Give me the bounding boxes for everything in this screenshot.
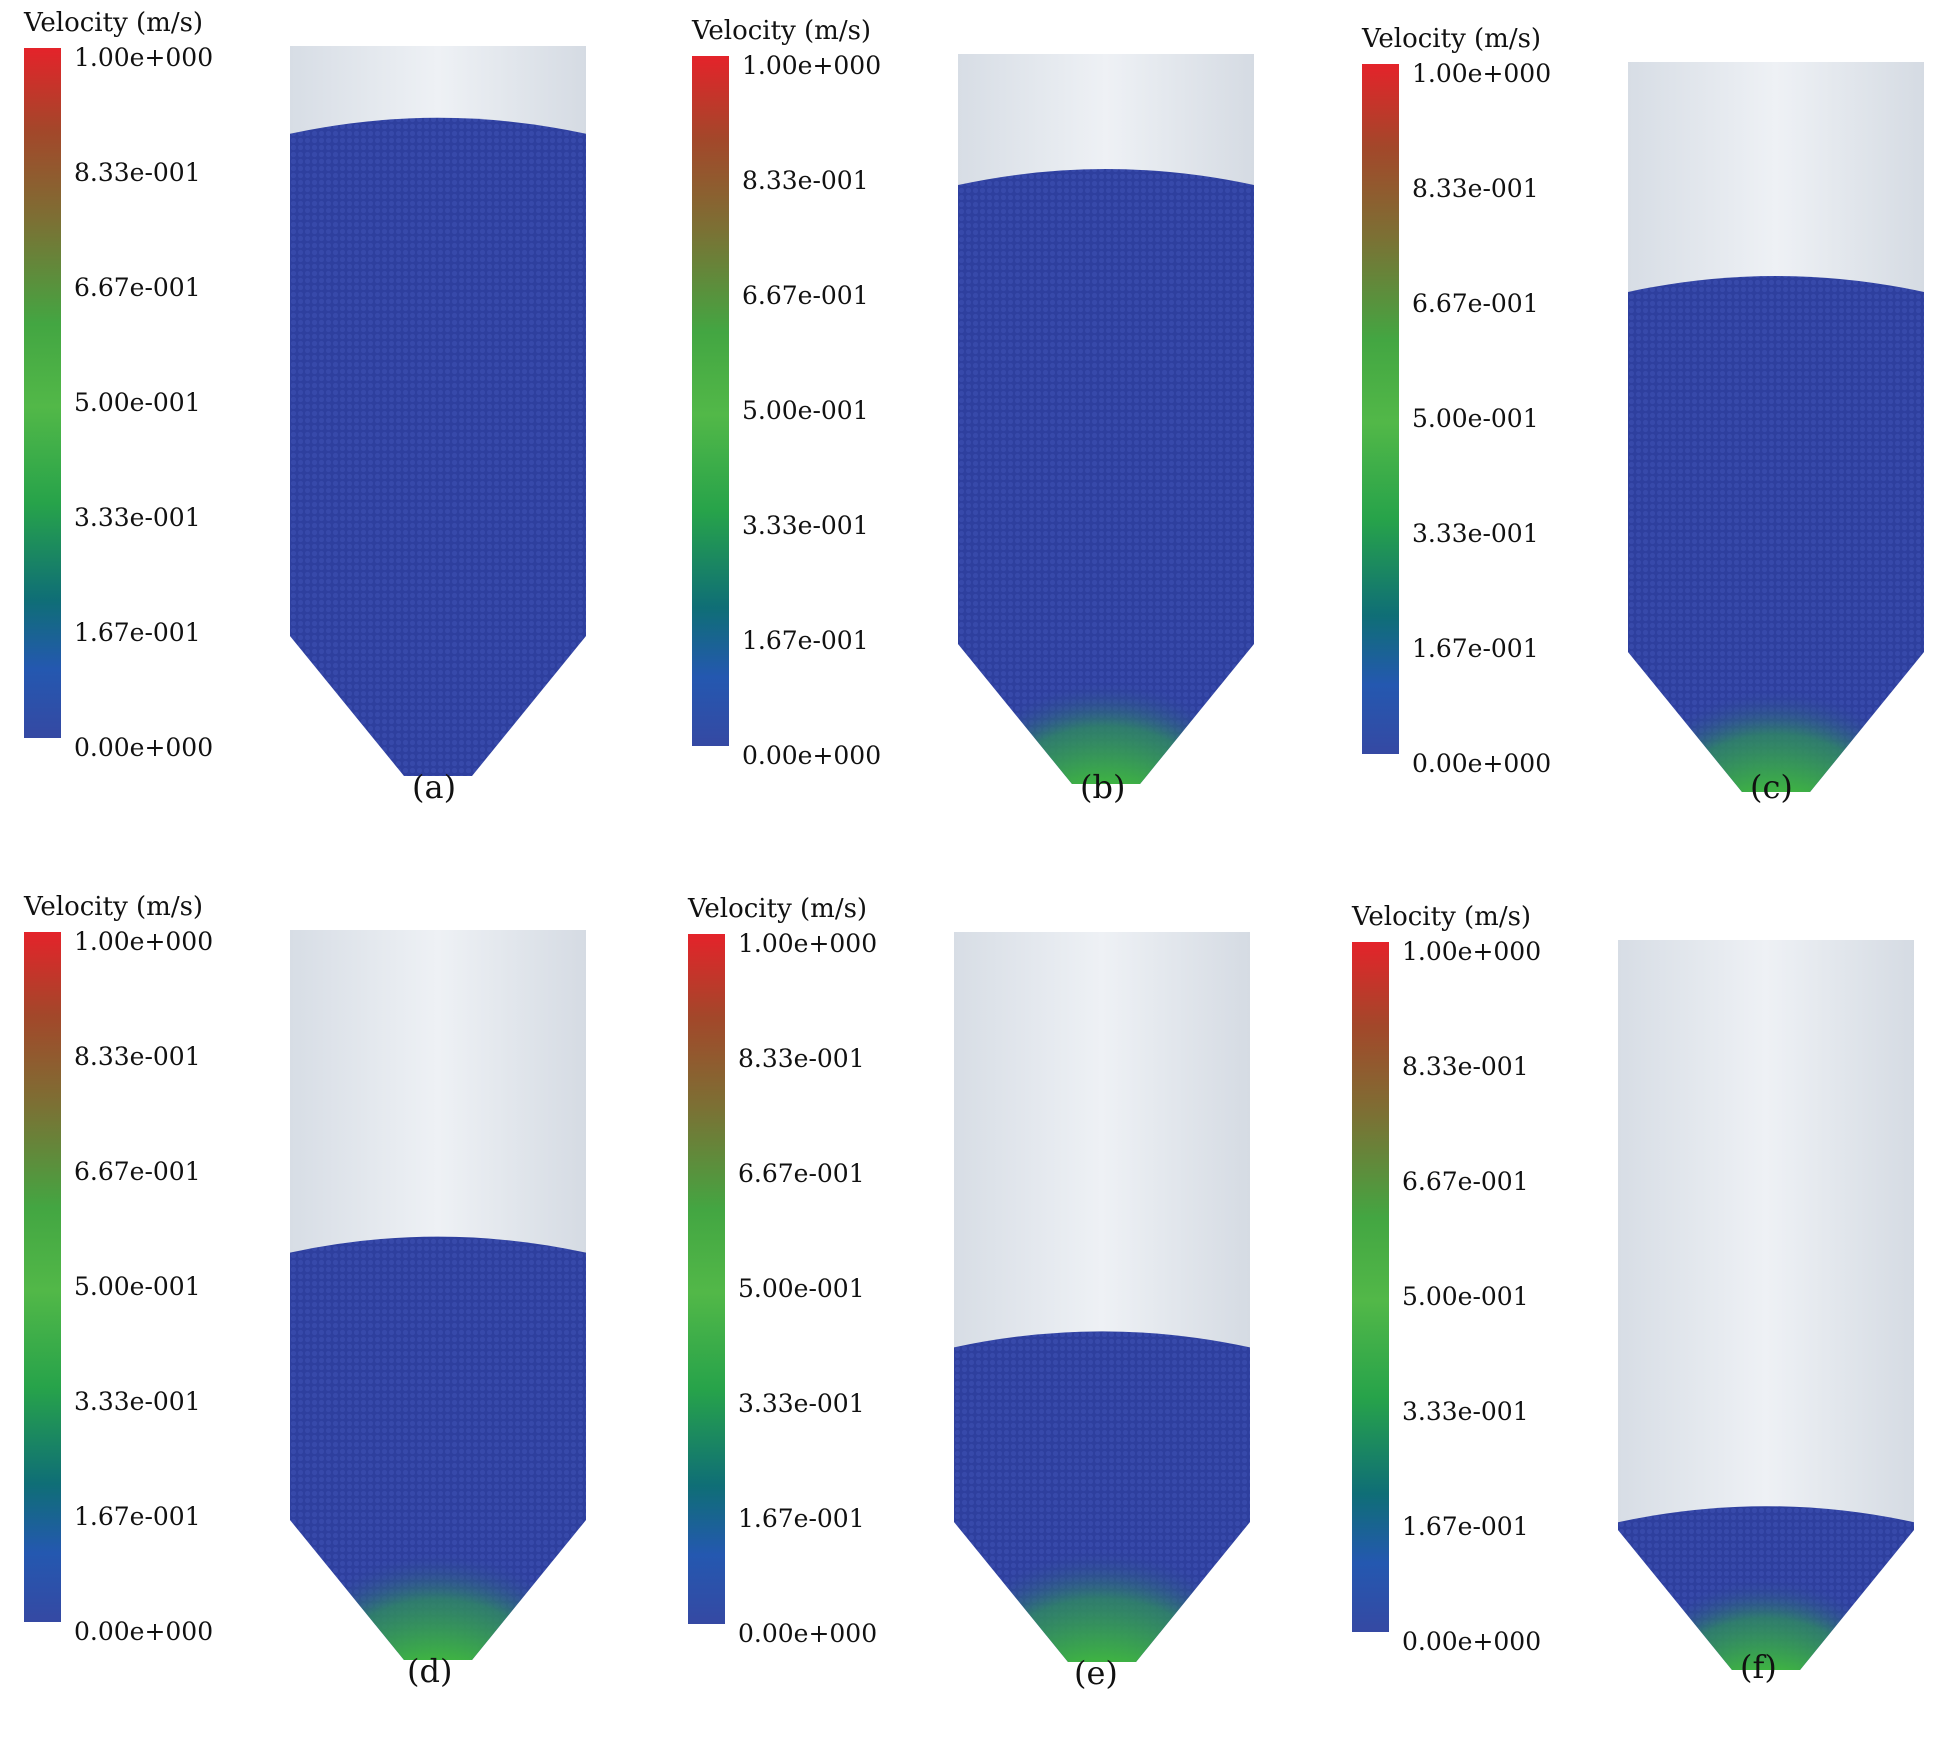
colorbar-tick: 1.67e-001	[738, 1505, 865, 1533]
colorbar-tick: 3.33e-001	[738, 1390, 865, 1418]
panel-a: Velocity (m/s) 1.00e+000 8.33e-001 6.67e…	[22, 8, 682, 868]
colorbar-title: Velocity (m/s)	[688, 894, 867, 924]
colorbar-tick: 6.67e-001	[1402, 1168, 1529, 1196]
colorbar-tick: 1.67e-001	[74, 619, 201, 647]
colorbar-tick: 1.00e+000	[738, 930, 877, 958]
panel-label: (c)	[1750, 768, 1793, 806]
colorbar-tick: 5.00e-001	[1412, 405, 1539, 433]
colorbar-tick: 1.67e-001	[1412, 635, 1539, 663]
colorbar-tick: 8.33e-001	[74, 1043, 201, 1071]
colorbar-title: Velocity (m/s)	[24, 892, 203, 922]
colorbar-tick: 5.00e-001	[742, 397, 869, 425]
colorbar-tick: 8.33e-001	[738, 1045, 865, 1073]
colorbar-tick: 6.67e-001	[74, 274, 201, 302]
colorbar-tick: 0.00e+000	[74, 734, 213, 762]
colorbar-tick: 1.00e+000	[74, 928, 213, 956]
colorbar-tick: 3.33e-001	[742, 512, 869, 540]
silo-diagram	[954, 932, 1250, 1662]
colorbar-tick: 8.33e-001	[74, 159, 201, 187]
panel-f: Velocity (m/s) 1.00e+000 8.33e-001 6.67e…	[1350, 902, 1943, 1762]
silo-diagram	[290, 930, 586, 1660]
colorbar-tick: 5.00e-001	[738, 1275, 865, 1303]
panel-label: (b)	[1080, 768, 1125, 806]
panel-label: (f)	[1740, 1648, 1777, 1686]
colorbar-tick: 6.67e-001	[742, 282, 869, 310]
silo-diagram	[1618, 940, 1914, 1670]
colorbar-tick: 5.00e-001	[74, 389, 201, 417]
colorbar-gradient	[24, 48, 61, 738]
colorbar-tick: 1.67e-001	[74, 1503, 201, 1531]
panel-e: Velocity (m/s) 1.00e+000 8.33e-001 6.67e…	[686, 894, 1346, 1754]
colorbar-tick: 3.33e-001	[74, 504, 201, 532]
colorbar-tick: 5.00e-001	[1402, 1283, 1529, 1311]
colorbar-gradient	[1362, 64, 1399, 754]
colorbar-tick: 6.67e-001	[1412, 290, 1539, 318]
colorbar-gradient	[1352, 942, 1389, 1632]
colorbar-tick: 8.33e-001	[742, 167, 869, 195]
colorbar-tick: 3.33e-001	[1402, 1398, 1529, 1426]
colorbar-tick: 0.00e+000	[1402, 1628, 1541, 1656]
colorbar-tick: 0.00e+000	[738, 1620, 877, 1648]
colorbar-tick: 0.00e+000	[74, 1618, 213, 1646]
colorbar-title: Velocity (m/s)	[1362, 24, 1541, 54]
colorbar-title: Velocity (m/s)	[1352, 902, 1531, 932]
panel-d: Velocity (m/s) 1.00e+000 8.33e-001 6.67e…	[22, 892, 682, 1752]
panel-label: (d)	[407, 1652, 452, 1690]
colorbar-tick: 1.67e-001	[742, 627, 869, 655]
colorbar-tick: 1.00e+000	[74, 44, 213, 72]
colorbar-tick: 1.67e-001	[1402, 1513, 1529, 1541]
panel-c: Velocity (m/s) 1.00e+000 8.33e-001 6.67e…	[1360, 24, 1943, 884]
colorbar-tick: 0.00e+000	[1412, 750, 1551, 778]
colorbar-tick: 6.67e-001	[738, 1160, 865, 1188]
panel-label: (a)	[412, 768, 456, 806]
colorbar-tick: 1.00e+000	[742, 52, 881, 80]
colorbar-tick: 0.00e+000	[742, 742, 881, 770]
colorbar-tick: 1.00e+000	[1412, 60, 1551, 88]
colorbar-tick: 5.00e-001	[74, 1273, 201, 1301]
panel-label: (e)	[1074, 1654, 1118, 1692]
colorbar-title: Velocity (m/s)	[24, 8, 203, 38]
colorbar-tick: 6.67e-001	[74, 1158, 201, 1186]
colorbar-gradient	[692, 56, 729, 746]
granular-fill	[290, 118, 586, 776]
silo-diagram	[290, 46, 586, 776]
panel-b: Velocity (m/s) 1.00e+000 8.33e-001 6.67e…	[690, 16, 1350, 876]
colorbar-tick: 3.33e-001	[1412, 520, 1539, 548]
colorbar-tick: 8.33e-001	[1402, 1053, 1529, 1081]
colorbar-title: Velocity (m/s)	[692, 16, 871, 46]
colorbar-tick: 3.33e-001	[74, 1388, 201, 1416]
colorbar-tick: 1.00e+000	[1402, 938, 1541, 966]
silo-diagram	[958, 54, 1254, 784]
colorbar-gradient	[688, 934, 725, 1624]
silo-diagram	[1628, 62, 1924, 792]
colorbar-tick: 8.33e-001	[1412, 175, 1539, 203]
colorbar-gradient	[24, 932, 61, 1622]
